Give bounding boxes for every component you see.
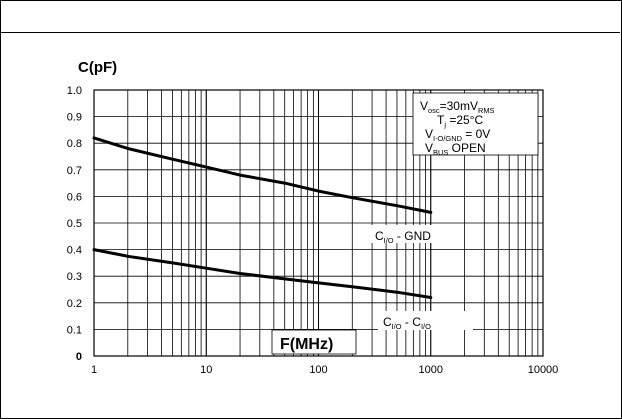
y-tick-label: 0.1 bbox=[67, 324, 82, 336]
plot-border bbox=[93, 89, 544, 357]
series-label-ci-o-ci-o: CI/O - CI/O bbox=[383, 315, 431, 331]
x-tick-label: 10000 bbox=[528, 364, 559, 376]
x-tick-label: 100 bbox=[309, 364, 327, 376]
y-tick-label: 0.2 bbox=[67, 298, 82, 310]
y-tick-label: 0.6 bbox=[67, 191, 82, 203]
y-tick-label: 0.9 bbox=[67, 112, 82, 124]
series-line-1 bbox=[92, 136, 433, 214]
y-tick-label: 1.0 bbox=[67, 85, 82, 97]
x-tick-label: 1000 bbox=[419, 364, 443, 376]
condition-line: VI-O/GND = 0V bbox=[425, 127, 490, 143]
condition-line: Tj =25°C bbox=[437, 113, 483, 129]
x-tick-label: 1 bbox=[91, 364, 97, 376]
x-axis-label: F(MHz) bbox=[280, 336, 333, 353]
y-axis-label: C(pF) bbox=[78, 59, 117, 76]
conditions-box bbox=[412, 92, 539, 156]
series-label-text: CI/O - CI/O bbox=[383, 315, 431, 331]
condition-line: VBUS OPEN bbox=[425, 141, 486, 157]
x-tick-labels: 1 10 100 1000 10000 bbox=[91, 364, 558, 376]
y-tick-label: 0.4 bbox=[67, 245, 82, 257]
series-line-2 bbox=[92, 248, 433, 299]
y-tick-labels: 0 0.1 0.2 0.3 0.4 0.5 0.6 0.7 0.8 0.9 1.0 bbox=[67, 85, 82, 363]
condition-line: Vosc=30mVRMS bbox=[420, 99, 495, 115]
series-label-box-2 bbox=[378, 311, 473, 330]
frame-top-rule bbox=[0, 32, 620, 33]
y-tick-label: 0.5 bbox=[67, 218, 82, 230]
series-label-ci-o-gnd: CI/O - GND bbox=[375, 229, 431, 245]
y-tick-label: 0.8 bbox=[67, 138, 82, 150]
series-label-text: CI/O - GND bbox=[375, 229, 431, 245]
x-tick-label: 10 bbox=[200, 364, 212, 376]
y-tick-label: 0.3 bbox=[67, 271, 82, 283]
x-axis-label-box bbox=[271, 329, 357, 355]
series-label-box-1 bbox=[369, 225, 461, 243]
y-tick-label: 0.7 bbox=[67, 165, 82, 177]
series-lines bbox=[92, 136, 433, 299]
y-tick-label: 0 bbox=[76, 351, 82, 363]
